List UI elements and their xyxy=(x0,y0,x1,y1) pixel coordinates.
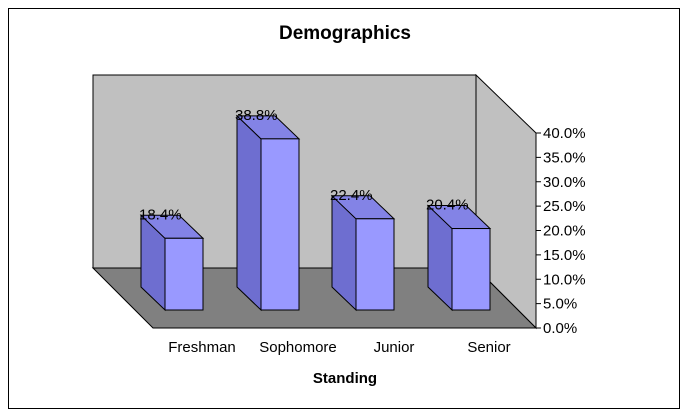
value-axis-tick-label: 35.0% xyxy=(543,149,586,166)
bar-front-face xyxy=(355,218,395,311)
bar-side-face xyxy=(236,114,262,312)
value-axis-tick-label: 40.0% xyxy=(543,125,586,142)
category-label-sophomore: Sophomore xyxy=(259,339,337,356)
data-label: 22.4% xyxy=(330,187,373,204)
category-label-freshman: Freshman xyxy=(168,339,236,356)
bar-front-face xyxy=(451,228,491,311)
data-label: 38.8% xyxy=(235,107,278,124)
value-axis-tick-label: 10.0% xyxy=(543,271,586,288)
value-axis-tick-label: 0.0% xyxy=(543,320,577,337)
value-axis-tick-label: 20.0% xyxy=(543,223,586,240)
value-axis-tick-label: 5.0% xyxy=(543,296,577,313)
bar-front-face xyxy=(260,138,300,311)
data-label: 18.4% xyxy=(139,206,182,223)
chart-title: Demographics xyxy=(279,23,411,44)
value-axis-ticks: 0.0% 5.0% 10.0% 15.0% 20.0% 25.0% 30.0% 35.0% 40… xyxy=(536,125,586,337)
x-axis-title: Standing xyxy=(313,370,377,387)
value-axis-tick-label: 30.0% xyxy=(543,174,586,191)
value-axis-tick-label: 15.0% xyxy=(543,247,586,264)
value-axis-tick-label: 25.0% xyxy=(543,198,586,215)
data-label: 20.4% xyxy=(426,197,469,214)
category-label-senior: Senior xyxy=(467,339,510,356)
bar-front-face xyxy=(164,237,204,311)
category-label-junior: Junior xyxy=(374,339,415,356)
bars: 18.4% 38.8% 22.4% 20.4% xyxy=(139,107,492,312)
